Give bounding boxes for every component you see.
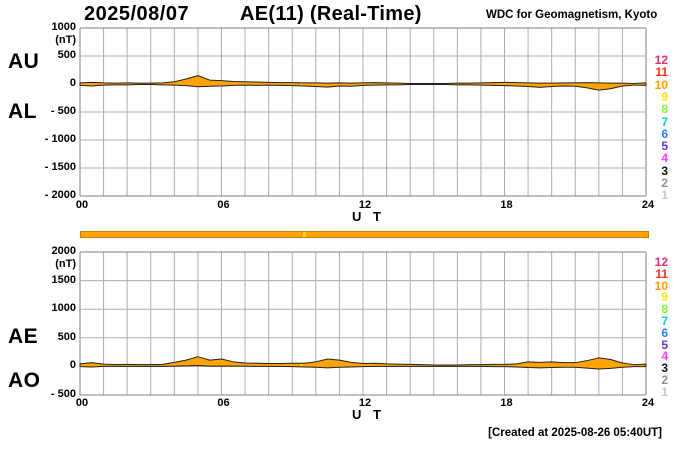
station-count-legend-item: 5: [661, 337, 668, 352]
x-tick-label: 12: [358, 199, 372, 211]
y-tick-label: 2000: [51, 245, 76, 257]
x-tick-label: 18: [500, 199, 513, 211]
quality-bar-mark: [303, 232, 307, 237]
station-count-legend-item: 1: [661, 384, 668, 399]
ut-axis-title-bottom: U T: [352, 407, 385, 422]
station-count-legend-item: 10: [654, 278, 668, 293]
y-tick-label: 500: [57, 330, 76, 343]
unit-label-top: (nT): [55, 34, 76, 46]
y-tick-label: - 500: [50, 105, 76, 117]
ae-ao-plot-area: [79, 251, 647, 396]
station-count-legend-item: 9: [661, 89, 668, 104]
data-quality-bar: [80, 231, 649, 238]
station-count-legend-item: 12: [654, 53, 668, 67]
x-tick-label: 24: [641, 199, 655, 211]
y-tick-label: - 2000: [44, 189, 76, 201]
x-tick-label: 12: [358, 397, 372, 409]
y-tick-label: 1000: [51, 21, 76, 33]
x-tick-label: 00: [75, 397, 89, 409]
station-count-legend-item: 12: [654, 255, 668, 269]
y-tick-label: 500: [57, 49, 76, 61]
ut-axis-title-top: U T: [352, 209, 385, 224]
station-count-legend-item: 5: [661, 139, 668, 154]
station-count-legend-item: 6: [661, 126, 668, 141]
au-al-band: [79, 75, 647, 91]
station-count-legend-item: 3: [661, 163, 668, 178]
au-al-plot-area: [79, 27, 647, 197]
x-tick-label: 06: [217, 199, 230, 211]
ae-ao-band: [79, 356, 647, 370]
plot-date: 2025/08/07: [84, 3, 190, 25]
au-axis-label: AU: [8, 50, 40, 73]
station-count-legend-item: 10: [654, 77, 668, 92]
y-tick-label: - 1000: [44, 133, 76, 145]
station-count-legend-item: 11: [655, 266, 668, 281]
plot-title: AE(11) (Real-Time): [240, 3, 422, 25]
y-tick-label: 1000: [51, 302, 76, 315]
band-quality-mark: [300, 83, 303, 85]
ae-axis-label: AE: [8, 325, 39, 348]
y-tick-label: 0: [69, 359, 76, 372]
station-count-legend-item: 8: [661, 102, 668, 117]
station-count-legend-item: 9: [661, 290, 668, 305]
y-tick-label: 0: [69, 77, 76, 89]
created-timestamp: [Created at 2025-08-26 05:40UT]: [488, 427, 662, 439]
x-tick-label: 18: [500, 397, 513, 409]
x-tick-label: 06: [217, 397, 230, 409]
band-quality-mark: [300, 364, 303, 366]
al-axis-label: AL: [8, 100, 37, 123]
y-tick-label: - 500: [50, 388, 76, 400]
station-count-legend-item: 4: [661, 151, 668, 166]
station-count-legend-item: 6: [661, 325, 668, 340]
station-count-legend-item: 1: [661, 188, 668, 203]
station-count-legend-item: 3: [661, 361, 668, 376]
station-count-legend-item: 2: [661, 373, 668, 387]
x-tick-label: 24: [641, 397, 655, 409]
station-count-legend-item: 8: [661, 302, 668, 317]
unit-label-bottom: (nT): [55, 258, 76, 270]
data-source-label: WDC for Geomagnetism, Kyoto: [486, 9, 658, 21]
station-count-legend-item: 4: [661, 349, 668, 364]
y-tick-label: 1500: [51, 273, 76, 286]
station-count-legend-item: 2: [661, 176, 668, 190]
y-tick-label: - 1500: [44, 161, 76, 173]
x-tick-label: 00: [75, 199, 89, 211]
ao-axis-label: AO: [8, 369, 41, 392]
station-count-legend-item: 7: [661, 114, 668, 129]
station-count-legend-item: 7: [661, 314, 668, 328]
station-count-legend-item: 11: [655, 65, 668, 80]
